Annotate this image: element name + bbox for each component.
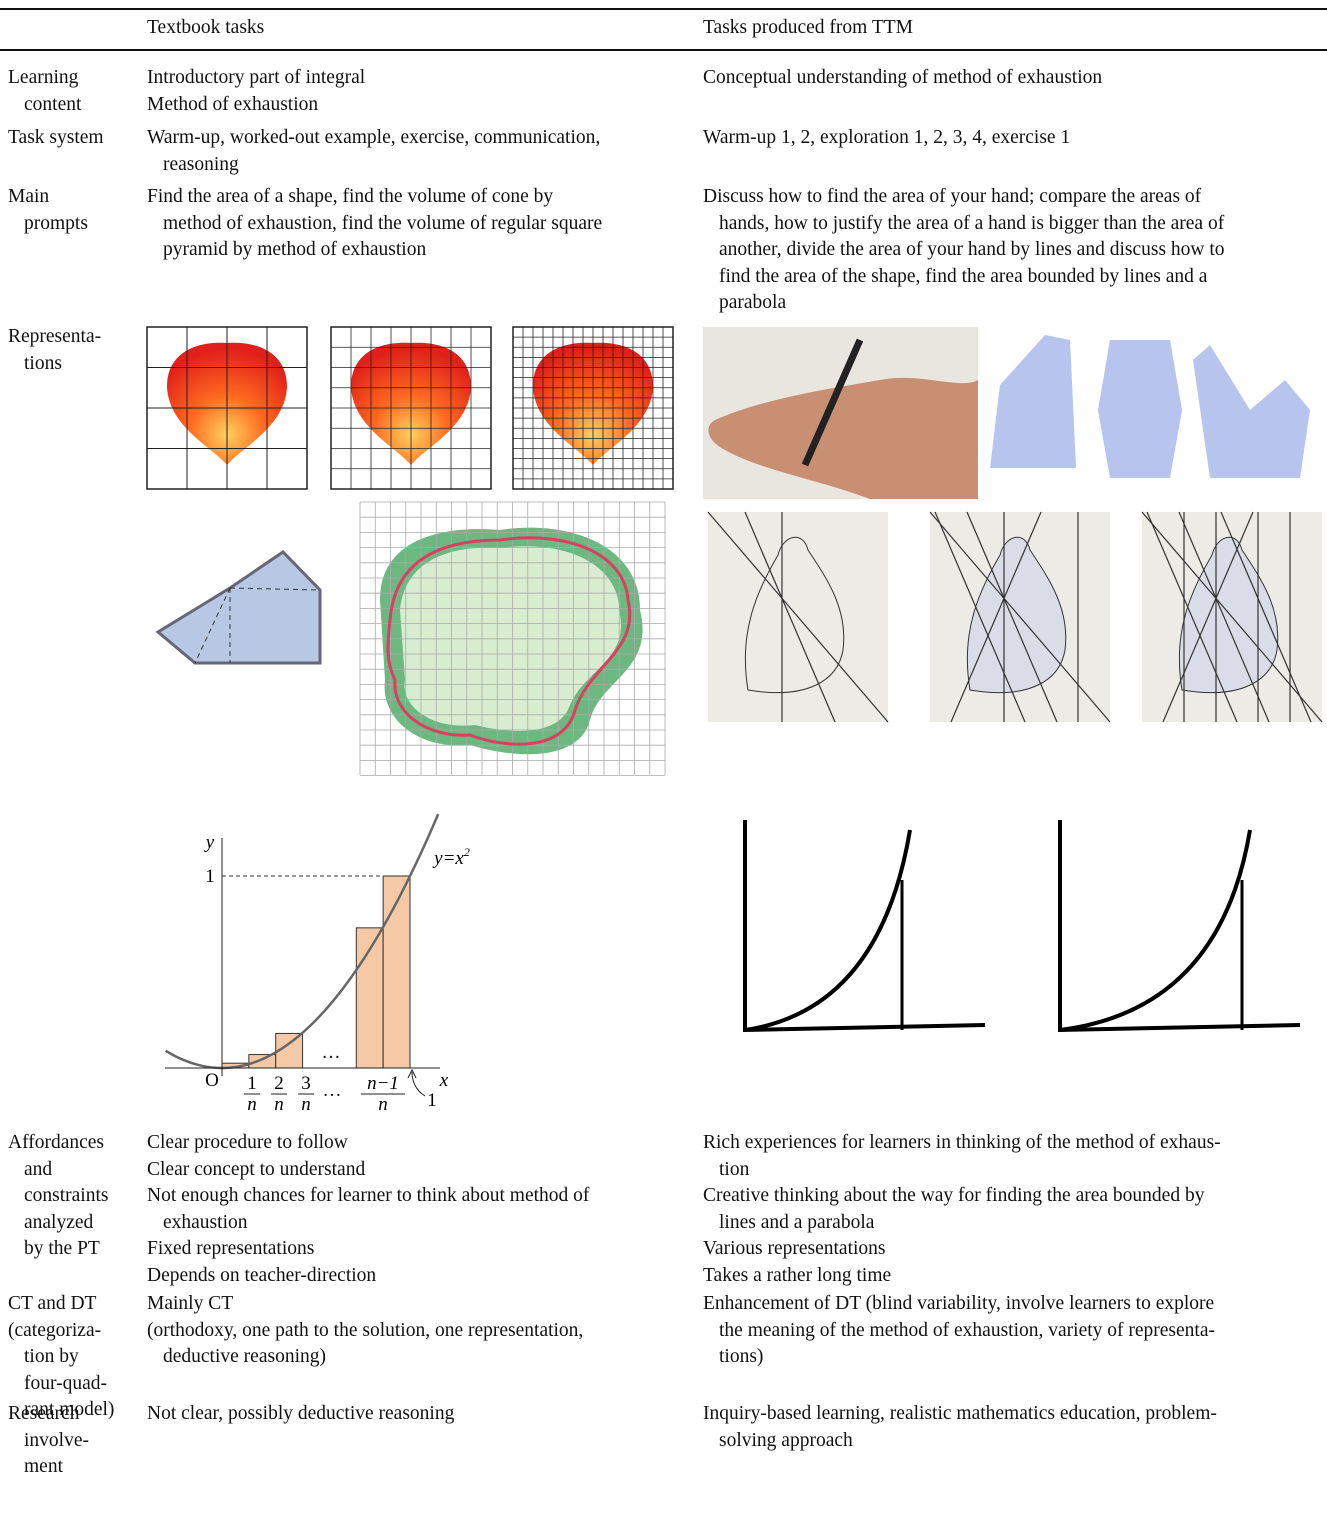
row-label: by the PT — [24, 1236, 100, 1263]
row-label: content — [24, 92, 81, 119]
textbook-cell: pyramid by method of exhaustion — [163, 237, 426, 264]
textbook-cell: method of exhaustion, find the volume of… — [163, 211, 602, 238]
ttm-cell: tion — [719, 1157, 749, 1184]
textbook-cell: Depends on teacher-direction — [147, 1263, 376, 1290]
header-rule — [0, 49, 1327, 51]
shape — [1193, 345, 1310, 478]
end-label: 1 — [427, 1090, 437, 1111]
textbook-cell: exhaustion — [163, 1210, 247, 1237]
tick-numerator: 2 — [274, 1073, 284, 1094]
row-label: ment — [24, 1454, 63, 1481]
textbook-cell: Clear concept to understand — [147, 1157, 365, 1184]
ttm-cell: the meaning of the method of exhaustion,… — [719, 1318, 1215, 1345]
row-label: four-quad- — [24, 1371, 107, 1398]
ttm-cell: lines and a parabola — [719, 1210, 874, 1237]
row-label: Research — [8, 1401, 79, 1428]
ellipsis: … — [323, 1080, 342, 1101]
textbook-cell: Introductory part of integral — [147, 65, 365, 92]
tick-denominator: n — [274, 1094, 284, 1115]
row-label: Affordances — [8, 1130, 104, 1157]
shape — [990, 335, 1076, 468]
ttm-cell: solving approach — [719, 1428, 853, 1455]
ttm-cell: Creative thinking about the way for find… — [703, 1183, 1204, 1210]
ttm-cell: parabola — [719, 290, 786, 317]
textbook-cell: Warm-up, worked-out example, exercise, c… — [147, 125, 600, 152]
tick-denominator: n — [378, 1094, 388, 1115]
axis-label: y — [204, 832, 215, 853]
row-label: (categoriza- — [8, 1318, 101, 1345]
header: Textbook tasks — [147, 15, 264, 42]
ttm-cell: Takes a rather long time — [703, 1263, 891, 1290]
row-label: Task system — [8, 125, 104, 152]
ttm-cell: Enhancement of DT (blind variability, in… — [703, 1291, 1214, 1318]
row-label: involve- — [24, 1428, 89, 1455]
tick-label: 1 — [205, 866, 215, 887]
textbook-cell: Fixed representations — [147, 1236, 314, 1263]
shape — [1098, 340, 1182, 478]
tick-numerator: 3 — [301, 1073, 311, 1094]
textbook-cell: Mainly CT — [147, 1291, 233, 1318]
ttm-cell: Rich experiences for learners in thinkin… — [703, 1130, 1221, 1157]
prism — [158, 552, 320, 663]
ttm-cell: hands, how to justify the area of a hand… — [719, 211, 1224, 238]
row-label: Representa- — [8, 324, 101, 351]
textbook-cell: Method of exhaustion — [147, 92, 318, 119]
ellipsis: … — [322, 1042, 341, 1063]
ttm-cell: Inquiry-based learning, realistic mathem… — [703, 1401, 1217, 1428]
ttm-cell: Various representations — [703, 1236, 886, 1263]
row-label: tion by — [24, 1344, 79, 1371]
parabola — [745, 830, 910, 1030]
riemann-bar — [249, 1055, 276, 1068]
row-label: constraints — [24, 1183, 108, 1210]
row-label: Learning — [8, 65, 78, 92]
header: Tasks produced from TTM — [703, 15, 913, 42]
top-rule — [0, 8, 1327, 10]
parabola — [1060, 830, 1250, 1030]
tick-numerator: n−1 — [367, 1073, 399, 1094]
ttm-cell: Conceptual understanding of method of ex… — [703, 65, 1102, 92]
textbook-cell: Not clear, possibly deductive reasoning — [147, 1401, 454, 1428]
axes — [745, 820, 985, 1030]
textbook-cell: deductive reasoning) — [163, 1344, 326, 1371]
origin-label: O — [205, 1070, 219, 1091]
row-label: and — [24, 1157, 52, 1184]
textbook-cell: Not enough chances for learner to think … — [147, 1183, 589, 1210]
page: yxO1y=x2…1n2n3nn−1n…1 Textbook tasks Tas… — [0, 0, 1327, 1522]
end-arrow — [408, 1070, 425, 1096]
curve-label: y=x2 — [432, 845, 470, 869]
ttm-cell: tions) — [719, 1344, 763, 1371]
tick-denominator: n — [301, 1094, 311, 1115]
ttm-cell: Discuss how to find the area of your han… — [703, 184, 1201, 211]
axes — [1060, 820, 1300, 1030]
row-label: prompts — [24, 211, 88, 238]
ttm-cell: Warm-up 1, 2, exploration 1, 2, 3, 4, ex… — [703, 125, 1070, 152]
axis-label: x — [439, 1070, 449, 1091]
textbook-cell: reasoning — [163, 152, 239, 179]
tick-numerator: 1 — [247, 1073, 257, 1094]
row-label: CT and DT — [8, 1291, 96, 1318]
curve-exponent: 2 — [464, 845, 470, 859]
row-label: Main — [8, 184, 49, 211]
textbook-cell: Find the area of a shape, find the volum… — [147, 184, 553, 211]
textbook-cell: Clear procedure to follow — [147, 1130, 348, 1157]
tick-denominator: n — [247, 1094, 257, 1115]
ttm-cell: find the area of the shape, find the are… — [719, 264, 1207, 291]
row-label: analyzed — [24, 1210, 93, 1237]
row-label: tions — [24, 351, 62, 378]
textbook-cell: (orthodoxy, one path to the solution, on… — [147, 1318, 583, 1345]
ttm-cell: another, divide the area of your hand by… — [719, 237, 1225, 264]
